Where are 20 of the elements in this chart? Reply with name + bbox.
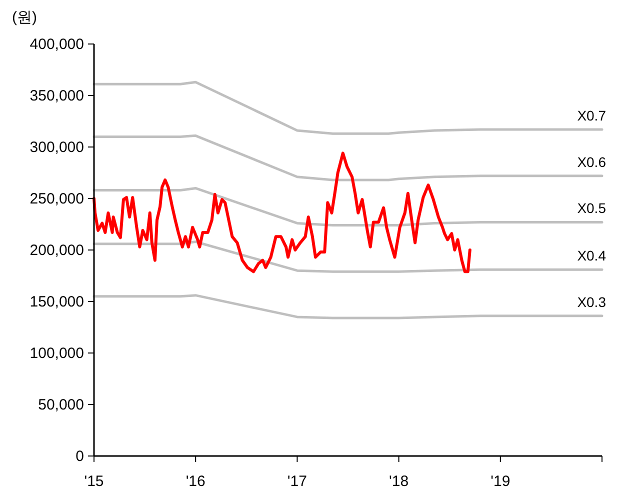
y-tick-label: 50,000 bbox=[38, 396, 84, 414]
series-label: X0.7 bbox=[577, 107, 606, 124]
x-tick-label: '17 bbox=[287, 473, 307, 490]
x-tick-label: '15 bbox=[84, 473, 104, 490]
series-label: X0.5 bbox=[577, 200, 606, 216]
y-tick-label: 300,000 bbox=[30, 139, 84, 156]
y-axis-title: (원) bbox=[12, 9, 37, 26]
series-label: X0.3 bbox=[577, 294, 606, 310]
y-tick-label: 250,000 bbox=[30, 190, 84, 208]
x-tick-label: '18 bbox=[389, 473, 409, 490]
x-tick-label: '19 bbox=[490, 473, 510, 490]
y-tick-label: 200,000 bbox=[30, 242, 84, 259]
y-tick-label: 0 bbox=[76, 448, 84, 465]
series-label: X0.4 bbox=[577, 248, 606, 264]
y-tick-label: 350,000 bbox=[30, 88, 84, 104]
y-tick-label: 400,000 bbox=[30, 36, 84, 53]
y-tick-label: 100,000 bbox=[30, 345, 84, 362]
y-tick-label: 150,000 bbox=[30, 294, 84, 310]
x-tick-label: '16 bbox=[186, 473, 206, 490]
series-label: X0.6 bbox=[577, 154, 606, 170]
